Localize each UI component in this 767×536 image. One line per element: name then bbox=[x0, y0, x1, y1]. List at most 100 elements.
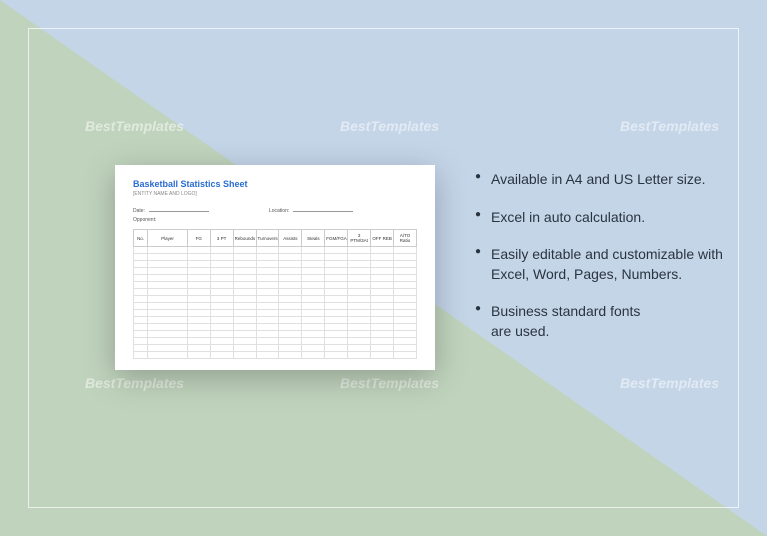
table-cell bbox=[233, 247, 256, 254]
table-cell bbox=[134, 338, 148, 345]
table-cell bbox=[187, 254, 210, 261]
table-cell bbox=[348, 345, 371, 352]
table-cell bbox=[325, 268, 348, 275]
table-cell bbox=[371, 303, 394, 310]
table-cell bbox=[233, 268, 256, 275]
table-cell bbox=[233, 345, 256, 352]
table-cell bbox=[394, 282, 417, 289]
table-cell bbox=[210, 338, 233, 345]
table-row bbox=[134, 303, 417, 310]
table-cell bbox=[371, 261, 394, 268]
table-row bbox=[134, 310, 417, 317]
table-body bbox=[134, 247, 417, 359]
table-cell bbox=[148, 331, 188, 338]
table-cell bbox=[233, 317, 256, 324]
features-ul: Available in A4 and US Letter size.Excel… bbox=[475, 170, 735, 342]
table-row bbox=[134, 324, 417, 331]
table-row bbox=[134, 317, 417, 324]
table-cell bbox=[371, 296, 394, 303]
document-meta-row: Date: Location: bbox=[133, 207, 417, 214]
table-cell bbox=[394, 345, 417, 352]
table-row bbox=[134, 268, 417, 275]
table-cell bbox=[148, 310, 188, 317]
table-cell bbox=[134, 352, 148, 359]
table-header-cell: OFF REB bbox=[371, 230, 394, 247]
table-cell bbox=[187, 331, 210, 338]
table-cell bbox=[348, 296, 371, 303]
table-cell bbox=[348, 268, 371, 275]
table-cell bbox=[148, 282, 188, 289]
table-cell bbox=[187, 317, 210, 324]
table-cell bbox=[210, 324, 233, 331]
table-cell bbox=[210, 310, 233, 317]
table-cell bbox=[394, 296, 417, 303]
table-cell bbox=[148, 289, 188, 296]
table-cell bbox=[325, 324, 348, 331]
table-cell bbox=[210, 261, 233, 268]
table-cell bbox=[325, 317, 348, 324]
feature-item: Easily editable and customizable with Ex… bbox=[475, 245, 735, 284]
table-cell bbox=[210, 254, 233, 261]
table-cell bbox=[302, 296, 325, 303]
table-cell bbox=[187, 289, 210, 296]
table-header-cell: A/TO Ratio bbox=[394, 230, 417, 247]
table-cell bbox=[148, 268, 188, 275]
table-cell bbox=[256, 338, 279, 345]
table-cell bbox=[256, 268, 279, 275]
table-cell bbox=[134, 254, 148, 261]
table-cell bbox=[148, 352, 188, 359]
table-cell bbox=[279, 303, 302, 310]
table-cell bbox=[233, 289, 256, 296]
date-line bbox=[149, 207, 209, 212]
table-cell bbox=[148, 345, 188, 352]
table-row bbox=[134, 338, 417, 345]
table-cell bbox=[256, 324, 279, 331]
table-cell bbox=[187, 247, 210, 254]
table-cell bbox=[256, 275, 279, 282]
location-field: Location: bbox=[269, 207, 353, 214]
table-cell bbox=[256, 317, 279, 324]
table-cell bbox=[134, 310, 148, 317]
table-cell bbox=[134, 247, 148, 254]
table-cell bbox=[371, 275, 394, 282]
table-cell bbox=[233, 331, 256, 338]
table-cell bbox=[279, 338, 302, 345]
table-cell bbox=[371, 310, 394, 317]
table-cell bbox=[348, 331, 371, 338]
table-cell bbox=[256, 261, 279, 268]
table-cell bbox=[371, 282, 394, 289]
table-cell bbox=[256, 254, 279, 261]
table-cell bbox=[233, 310, 256, 317]
table-cell bbox=[325, 254, 348, 261]
table-cell bbox=[187, 324, 210, 331]
table-cell bbox=[134, 303, 148, 310]
table-cell bbox=[148, 296, 188, 303]
feature-item: Business standard fonts are used. bbox=[475, 302, 735, 341]
table-cell bbox=[348, 317, 371, 324]
table-cell bbox=[210, 289, 233, 296]
table-row bbox=[134, 275, 417, 282]
table-cell bbox=[325, 345, 348, 352]
table-row bbox=[134, 247, 417, 254]
table-cell bbox=[394, 275, 417, 282]
table-cell bbox=[371, 345, 394, 352]
table-cell bbox=[394, 254, 417, 261]
table-cell bbox=[279, 289, 302, 296]
location-line bbox=[293, 207, 353, 212]
table-cell bbox=[348, 310, 371, 317]
table-cell bbox=[187, 310, 210, 317]
table-cell bbox=[279, 352, 302, 359]
table-cell bbox=[210, 331, 233, 338]
table-cell bbox=[302, 345, 325, 352]
table-cell bbox=[134, 324, 148, 331]
table-cell bbox=[187, 352, 210, 359]
table-cell bbox=[210, 275, 233, 282]
date-label: Date: bbox=[133, 208, 145, 214]
table-cell bbox=[348, 289, 371, 296]
table-cell bbox=[394, 338, 417, 345]
table-header-cell: FGM/FGA bbox=[325, 230, 348, 247]
table-cell bbox=[233, 352, 256, 359]
table-header-cell: FG bbox=[187, 230, 210, 247]
table-cell bbox=[394, 268, 417, 275]
table-cell bbox=[348, 324, 371, 331]
